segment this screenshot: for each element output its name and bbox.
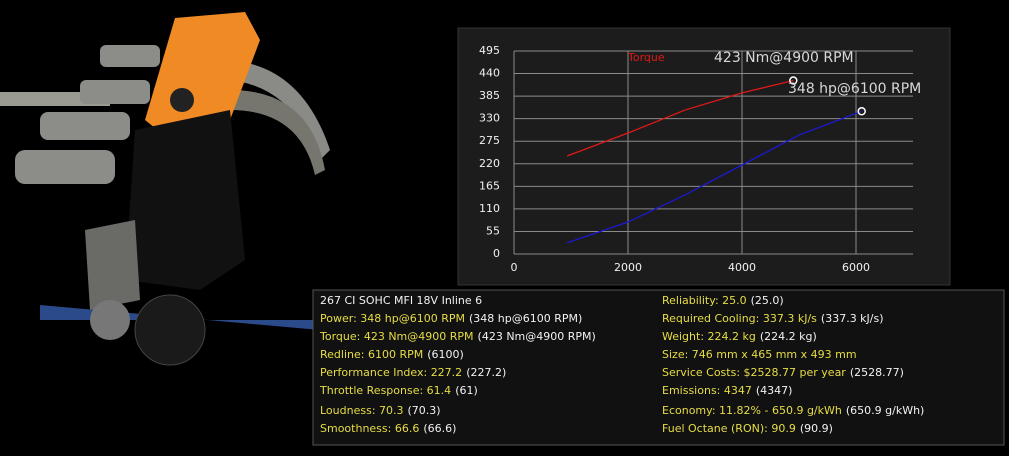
stat-value: Emissions: 4347 <box>662 384 752 397</box>
stat-raw: (650.9 g/kWh) <box>846 404 924 417</box>
peak-marker <box>857 107 866 116</box>
stat-raw: (66.6) <box>423 422 456 435</box>
stat-raw: (25.0) <box>751 294 784 307</box>
carb <box>80 80 150 104</box>
stat-value: Fuel Octane (RON): 90.9 <box>662 422 796 435</box>
carbs <box>15 45 160 184</box>
x-tick-label: 2000 <box>614 261 642 274</box>
stat-value: Economy: 11.82% - 650.9 g/kWh <box>662 404 842 417</box>
stat-raw: (337.3 kJ/s) <box>821 312 884 325</box>
stat-raw: (423 Nm@4900 RPM) <box>478 330 596 343</box>
stat-row: Loudness: 70.3 (70.3) <box>320 404 441 417</box>
stat-value: Size: 746 mm x 465 mm x 493 mm <box>662 348 857 361</box>
stat-value: Weight: 224.2 kg <box>662 330 756 343</box>
stat-raw: (6100) <box>427 348 464 361</box>
y-tick-label: 385 <box>479 89 500 102</box>
stat-row: Fuel Octane (RON): 90.9 (90.9) <box>662 422 833 435</box>
stat-row: Throttle Response: 61.4 (61) <box>319 384 478 397</box>
stat-row: Emissions: 4347 (4347) <box>662 384 792 397</box>
series-line <box>566 79 794 157</box>
stat-row: Required Cooling: 337.3 kJ/s (337.3 kJ/s) <box>662 312 884 325</box>
stat-value: Torque: 423 Nm@4900 RPM <box>319 330 474 343</box>
stat-row: Redline: 6100 RPM (6100) <box>320 348 464 361</box>
stat-value: Reliability: 25.0 <box>662 294 747 307</box>
stat-raw: (224.2 kg) <box>760 330 817 343</box>
pulley <box>134 294 206 366</box>
x-tick-label: 0 <box>511 261 518 274</box>
chart-panel <box>457 27 951 286</box>
stat-row: Size: 746 mm x 465 mm x 493 mm <box>662 348 857 361</box>
stat-row: Torque: 423 Nm@4900 RPM (423 Nm@4900 RPM) <box>319 330 596 343</box>
stat-row: Reliability: 25.0 (25.0) <box>662 294 784 307</box>
x-tick-label: 4000 <box>728 261 756 274</box>
x-tick-label: 6000 <box>842 261 870 274</box>
stat-row: Power: 348 hp@6100 RPM (348 hp@6100 RPM) <box>320 312 582 325</box>
stats: 267 CI SOHC MFI 18V Inline 6 Power: 348 … <box>319 294 924 435</box>
chart: 0 55 110 165 220 275 330 385 440 495 0 2000 4000 6000… <box>479 44 921 274</box>
stats-panel <box>312 289 1005 446</box>
y-tick-label: 220 <box>479 157 500 170</box>
pulley <box>90 300 130 340</box>
stat-row: Weight: 224.2 kg (224.2 kg) <box>662 330 817 343</box>
carb <box>15 150 115 184</box>
y-tick-label: 495 <box>479 44 500 57</box>
y-tick-label: 275 <box>479 134 500 147</box>
oil-cap <box>170 88 194 112</box>
y-tick-label: 165 <box>479 179 500 192</box>
stat-raw: (2528.77) <box>850 366 904 379</box>
stat-value: Loudness: 70.3 <box>320 404 404 417</box>
annotation: 348 hp@6100 RPM <box>788 81 921 97</box>
stat-value: Power: 348 hp@6100 RPM <box>320 312 465 325</box>
stat-value: Throttle Response: 61.4 <box>319 384 451 397</box>
stat-value: Service Costs: $2528.77 per year <box>662 366 846 379</box>
stat-value: Performance Index: 227.2 <box>320 366 462 379</box>
block <box>125 110 245 290</box>
carb <box>40 112 130 140</box>
stat-raw: (61) <box>455 384 478 397</box>
stat-row: Economy: 11.82% - 650.9 g/kWh (650.9 g/kW… <box>662 404 924 417</box>
stat-row: Performance Index: 227.2 (227.2) <box>320 366 506 379</box>
stat-raw: (90.9) <box>800 422 833 435</box>
y-tick-label: 330 <box>479 112 500 125</box>
y-tick-label: 440 <box>479 67 500 80</box>
stat-row: Smoothness: 66.6 (66.6) <box>320 422 456 435</box>
stat-row: Service Costs: $2528.77 per year (2528.77… <box>662 366 904 379</box>
annotation: 423 Nm@4900 RPM <box>714 50 854 66</box>
series-line <box>566 110 862 244</box>
y-tick-label: 110 <box>479 202 500 215</box>
stat-value: Redline: 6100 RPM <box>320 348 423 361</box>
engine-title: 267 CI SOHC MFI 18V Inline 6 <box>320 294 482 307</box>
peak-marker <box>789 76 798 85</box>
stat-value: Required Cooling: 337.3 kJ/s <box>662 312 817 325</box>
stat-raw: (227.2) <box>466 366 506 379</box>
y-tick-label: 55 <box>486 224 500 237</box>
stat-raw: (4347) <box>756 384 793 397</box>
stat-value: Smoothness: 66.6 <box>320 422 419 435</box>
engine-render <box>0 12 330 366</box>
header <box>230 90 325 175</box>
stat-raw: (348 hp@6100 RPM) <box>469 312 582 325</box>
y-tick-label: 0 <box>493 247 500 260</box>
alternator <box>85 220 140 310</box>
legend-entry: Torque <box>627 51 665 64</box>
stat-raw: (70.3) <box>408 404 441 417</box>
carb <box>100 45 160 67</box>
